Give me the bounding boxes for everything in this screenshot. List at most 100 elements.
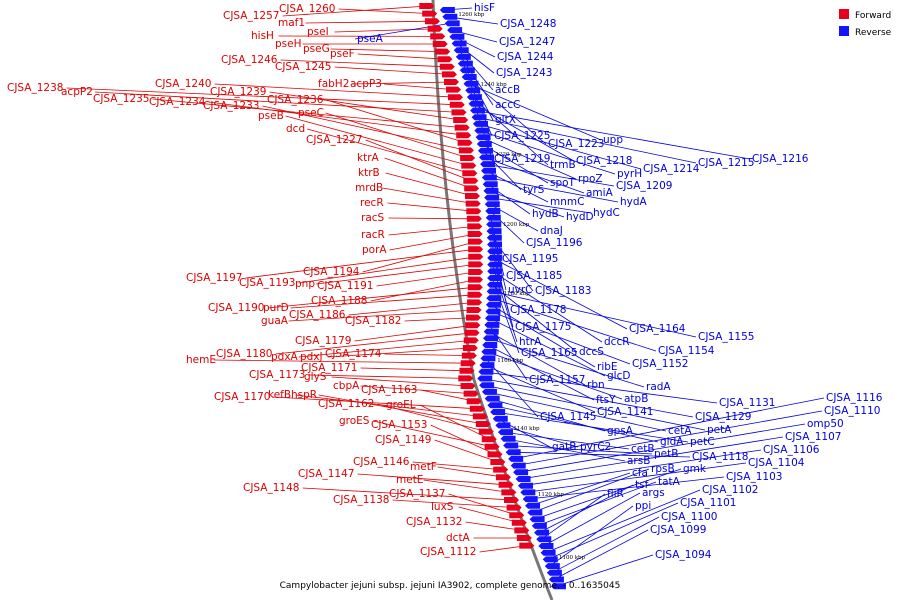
gene-label-reverse: omp50: [807, 418, 844, 430]
gene-label-forward: racS: [361, 212, 385, 224]
gene-label-reverse: cetA: [668, 425, 692, 437]
gene-feature-reverse-66: [505, 449, 521, 456]
leader-line-reverse-83: [549, 505, 634, 567]
legend-forward-swatch: [839, 9, 849, 19]
gene-label-forward: recR: [360, 197, 384, 209]
position-ticks: 1260 kbp 1240 kbp 1220 kbp 1200 kbp 1180 kbp…: [458, 12, 585, 561]
gene-label-forward: racR: [361, 229, 385, 241]
gene-feature-forward-19: [458, 147, 474, 154]
gene-feature-forward-39: [467, 299, 483, 306]
gene-feature-reverse-63: [498, 429, 514, 436]
gene-feature-forward-41: [466, 314, 482, 321]
leader-line-reverse-71: [522, 449, 762, 487]
gene-feature-reverse-71: [517, 482, 533, 489]
gene-feature-forward-7: [437, 56, 453, 63]
gene-label-forward: CJSA_1179: [295, 335, 351, 347]
gene-feature-forward-26: [465, 200, 481, 207]
gene-label-forward: CJSA_1227: [306, 134, 362, 146]
gene-label-forward: CJSA_1235: [93, 93, 149, 105]
gene-label-reverse: CJSA_1195: [502, 253, 558, 265]
leader-line-forward-45: [327, 347, 471, 358]
gene-feature-reverse-49: [482, 335, 498, 342]
gene-label-reverse: CJSA_1164: [629, 323, 686, 335]
gene-feature-forward-33: [468, 253, 484, 260]
gene-feature-reverse-79: [536, 536, 552, 543]
leader-line-reverse-17: [477, 123, 642, 170]
gene-feature-reverse-82: [542, 556, 558, 563]
gene-feature-forward-37: [467, 284, 483, 291]
gene-feature-reverse-16: [471, 114, 487, 121]
gene-label-forward: ktrA: [357, 152, 380, 164]
gene-feature-reverse-29: [484, 201, 500, 208]
gene-label-reverse: pyrH: [617, 168, 642, 180]
leader-line-reverse-70: [520, 436, 784, 480]
gene-feature-forward-10: [444, 79, 460, 85]
leader-line-forward-0: [282, 5, 428, 17]
leader-line-forward-69: [465, 521, 523, 531]
gene-label-reverse: petC: [690, 436, 715, 448]
leader-line-forward-51: [360, 385, 472, 394]
leader-line-forward-11: [383, 83, 455, 90]
leader-line-forward-8: [280, 59, 448, 68]
gene-label-forward: pseG: [303, 43, 330, 55]
gene-label-forward: CJSA_1194: [303, 266, 360, 278]
gene-feature-reverse-5: [451, 40, 467, 47]
gene-label-forward: guaA: [261, 315, 289, 327]
gene-label-forward: glyS: [304, 371, 327, 383]
gene-feature-reverse-70: [515, 476, 531, 482]
position-tick-label: 1220 kbp: [496, 152, 523, 158]
gene-feature-reverse-74: [525, 502, 541, 509]
leader-line-reverse-54: [483, 371, 718, 404]
gene-label-forward: CJSA_1147: [298, 468, 354, 480]
leader-line-forward-31: [362, 241, 477, 273]
leader-line-reverse-46: [489, 317, 606, 377]
gene-label-forward: CJSA_1137: [389, 488, 445, 500]
gene-label-forward: CJSA_1238: [7, 82, 63, 94]
gene-label-forward: CJSA_1197: [186, 272, 242, 284]
position-tick-label: 1140 kbp: [513, 426, 540, 432]
gene-feature-forward-62: [495, 474, 511, 481]
gene-label-forward: CJSA_1132: [406, 516, 462, 528]
position-tick-label: 1240 kbp: [481, 82, 508, 88]
gene-feature-reverse-2: [444, 20, 460, 27]
gene-label-forward: CJSA_1162: [318, 398, 374, 410]
gene-label-reverse: args: [642, 487, 665, 499]
gene-feature-forward-36: [468, 276, 484, 283]
gene-label-forward: pdxJ: [300, 351, 323, 363]
leader-line-forward-65: [302, 487, 513, 501]
gene-label-reverse: petA: [707, 424, 732, 436]
gene-label-forward: CJSA_1171: [301, 362, 357, 374]
gene-feature-reverse-37: [487, 254, 503, 261]
gene-feature-forward-29: [467, 223, 483, 230]
gene-label-reverse: accC: [495, 99, 520, 111]
gene-feature-forward-24: [464, 185, 480, 192]
gene-label-forward: purD: [263, 302, 289, 314]
gene-label-reverse: htrA: [519, 336, 542, 348]
gene-feature-forward-50: [460, 383, 476, 389]
legend-reverse-label: Reverse: [855, 28, 892, 38]
leader-line-forward-10: [351, 81, 453, 85]
gene-feature-reverse-73: [522, 496, 538, 503]
gene-feature-reverse-27: [483, 187, 499, 194]
gene-feature-reverse-11: [463, 80, 479, 87]
leader-line-reverse-85: [553, 529, 649, 580]
leader-line-forward-6: [330, 48, 444, 52]
gene-label-reverse: trmB: [550, 159, 576, 171]
leader-line-forward-38: [290, 294, 476, 309]
gene-label-forward: CJSA_1236: [267, 94, 324, 106]
legend-forward-label: Forward: [855, 11, 891, 21]
gene-feature-reverse-10: [461, 74, 477, 80]
leader-line-reverse-62: [500, 425, 579, 448]
gene-feature-forward-44: [463, 337, 479, 344]
gene-label-reverse: hisF: [474, 2, 495, 14]
position-tick-label: 1260 kbp: [458, 12, 485, 18]
gene-label-reverse: CJSA_1152: [632, 358, 688, 370]
gene-label-forward: CJSA_1180: [216, 348, 272, 360]
gene-feature-forward-53: [469, 405, 485, 412]
leader-line-forward-66: [392, 499, 515, 508]
gene-feature-forward-67: [509, 512, 525, 519]
leader-line-forward-63: [357, 473, 507, 486]
gene-label-reverse: CJSA_1104: [748, 457, 805, 469]
leader-line-forward-67: [448, 493, 518, 516]
gene-label-reverse: CJSA_1243: [496, 67, 552, 79]
